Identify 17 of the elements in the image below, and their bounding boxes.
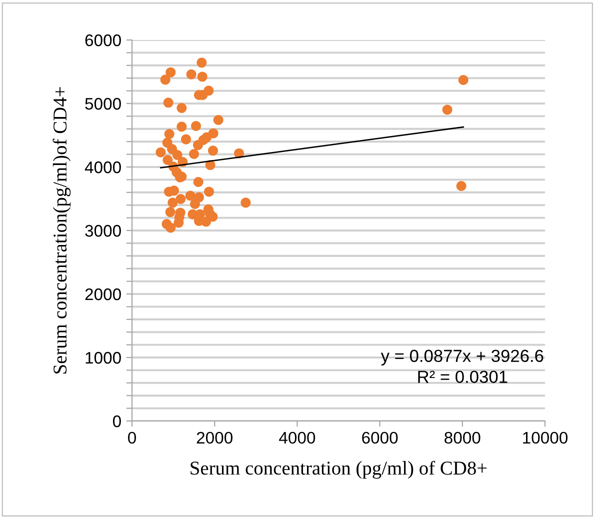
y-tick-label: 4000 <box>84 161 121 174</box>
y-tick-label: 0 <box>112 415 121 428</box>
y-tick-label: 6000 <box>85 34 121 46</box>
y-axis-title: Serum concentration(pg/ml)of CD4+ <box>52 87 71 374</box>
x-tick-label: 2000 <box>196 432 232 444</box>
y-tick-label: 1000 <box>86 352 121 364</box>
x-tick-label: 6000 <box>362 432 398 444</box>
y-tick-label: 5000 <box>85 98 121 110</box>
x-tick-label: 10000 <box>523 432 568 444</box>
x-tick-label: 0 <box>128 432 136 444</box>
x-tick-label: 4000 <box>279 432 316 444</box>
annotation: y = 0.0877x + 3926.6 <box>380 350 544 366</box>
y-tick-label: 3000 <box>85 224 121 237</box>
x-axis-title: Serum concentration (pg/ml) of CD8+ <box>190 460 487 479</box>
x-tick-label: 8000 <box>444 432 480 444</box>
y-tick-label: 2000 <box>85 288 121 300</box>
annotation: R² = 0.0301 <box>418 370 508 383</box>
